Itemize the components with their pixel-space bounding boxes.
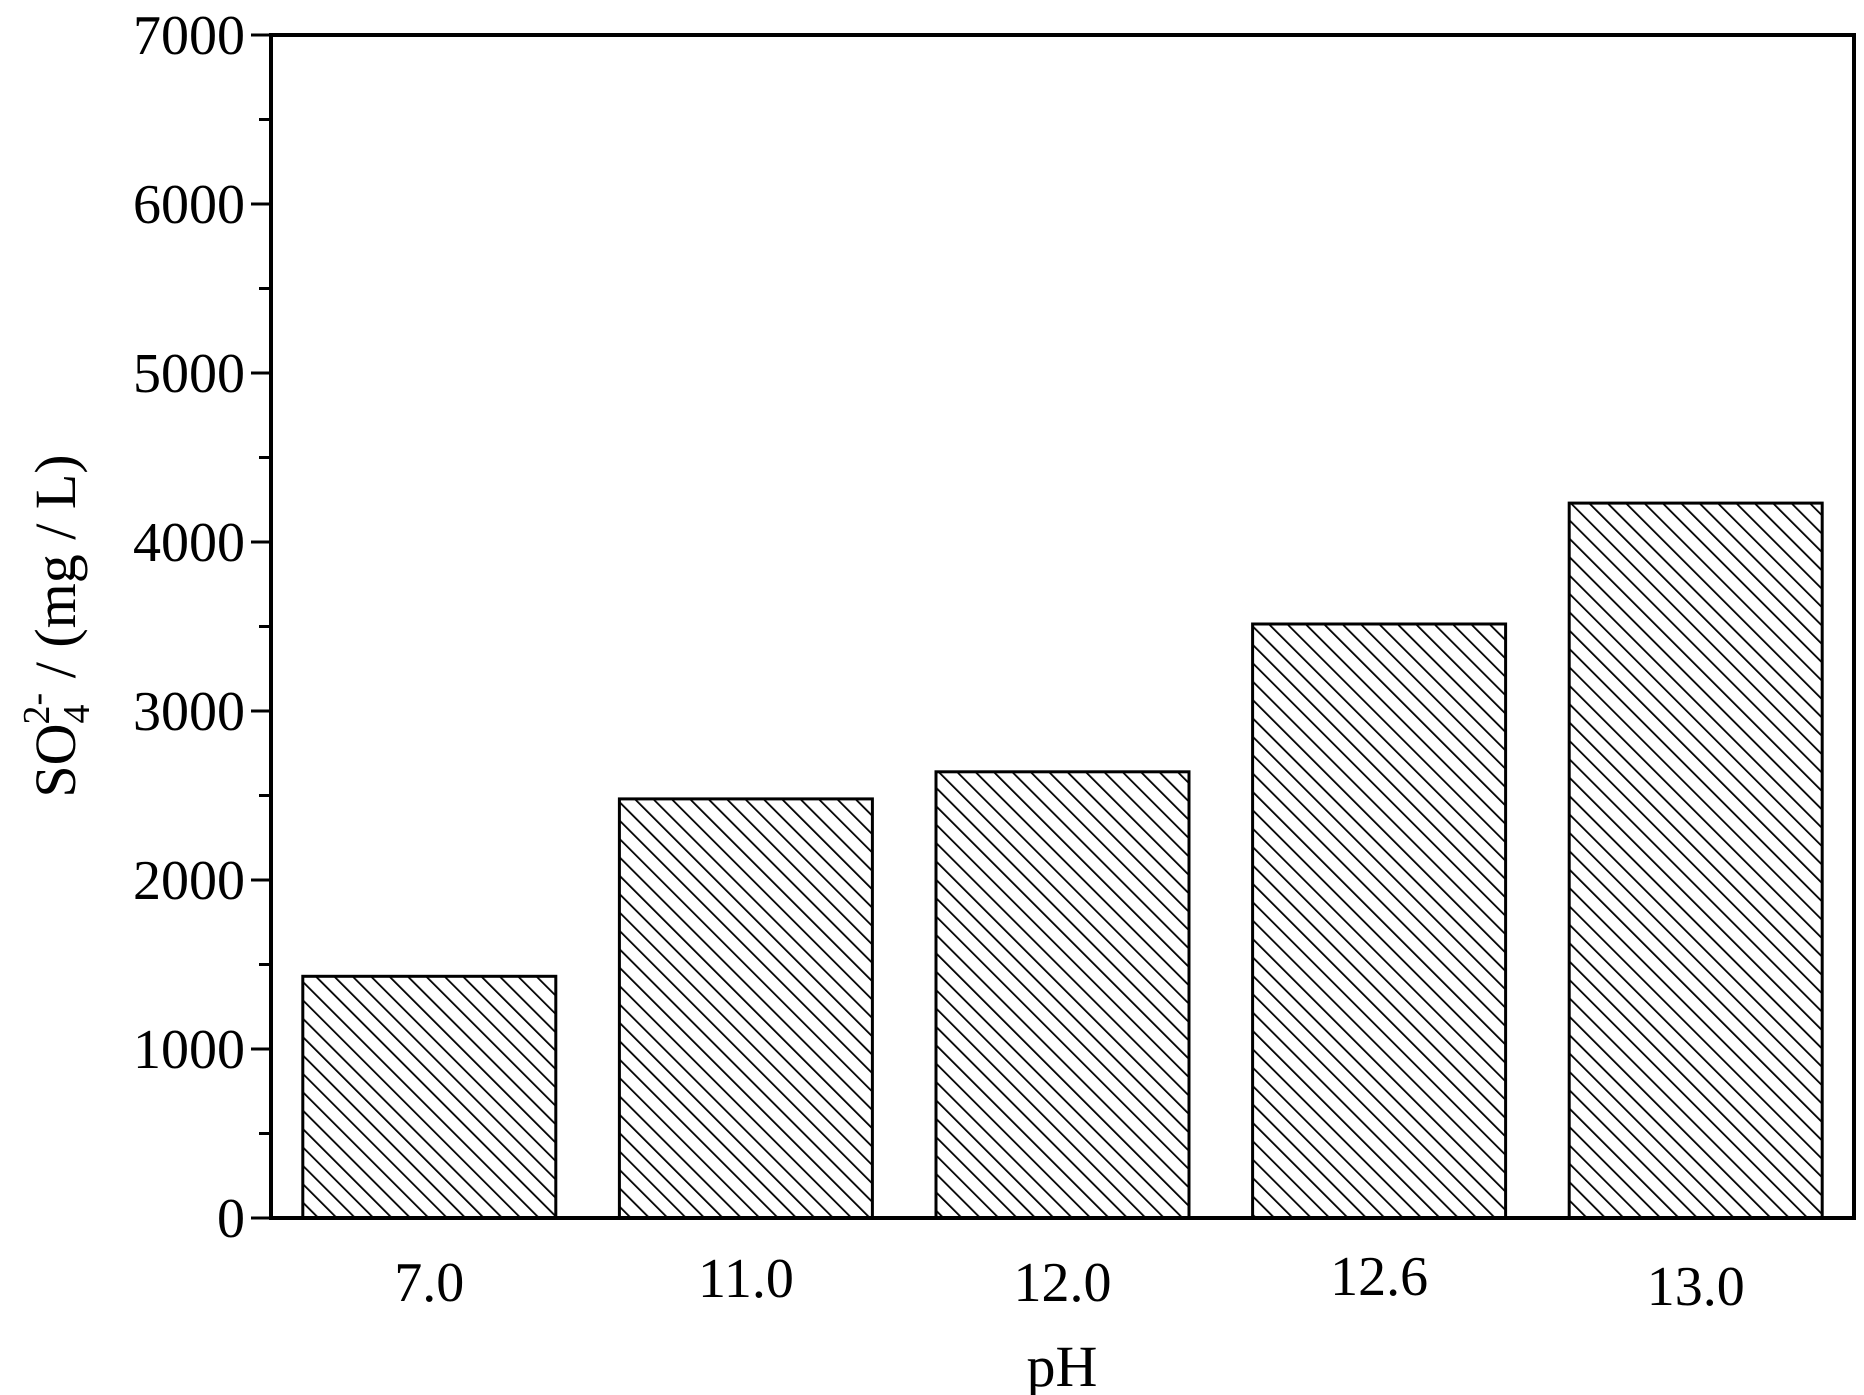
y-tick-label-5000: 5000 (133, 343, 245, 405)
x-tick-label-11.0: 11.0 (698, 1248, 794, 1310)
y-axis-title-superscript: 2- (16, 693, 58, 725)
y-axis-title-suffix: / (mg / L) (23, 454, 88, 692)
x-tick-label-7.0: 7.0 (394, 1252, 464, 1314)
x-axis-title: pH (1027, 1334, 1098, 1395)
y-axis-tick-labels: 0 1000 2000 3000 4000 5000 6000 7000 (133, 5, 245, 1250)
y-tick-label-1000: 1000 (133, 1019, 245, 1081)
y-axis-title: SO42- / (mg / L) (16, 454, 98, 797)
y-tick-label-2000: 2000 (133, 850, 245, 912)
bar-13.0 (1567, 501, 1824, 1220)
bar-12.0 (934, 770, 1191, 1220)
bar-11.0 (617, 797, 874, 1220)
y-tick-label-7000: 7000 (133, 5, 245, 67)
bar-12.6 (1251, 622, 1508, 1220)
y-tick-label-6000: 6000 (133, 174, 245, 236)
bar-group (301, 501, 1824, 1220)
x-tick-label-13.0: 13.0 (1647, 1256, 1745, 1318)
y-axis-ticks (251, 33, 271, 1220)
x-tick-label-12.6: 12.6 (1330, 1246, 1428, 1308)
bar-7.0 (301, 974, 558, 1220)
y-axis-title-subscript: 4 (56, 704, 98, 723)
x-tick-label-12.0: 12.0 (1014, 1252, 1112, 1314)
x-axis-tick-labels: 7.0 11.0 12.0 12.6 13.0 (394, 1246, 1744, 1318)
y-tick-label-0: 0 (217, 1188, 245, 1250)
y-axis-title-prefix: SO (23, 723, 88, 797)
y-tick-label-4000: 4000 (133, 512, 245, 574)
plot-frame (269, 33, 1856, 1220)
y-tick-label-3000: 3000 (133, 681, 245, 743)
